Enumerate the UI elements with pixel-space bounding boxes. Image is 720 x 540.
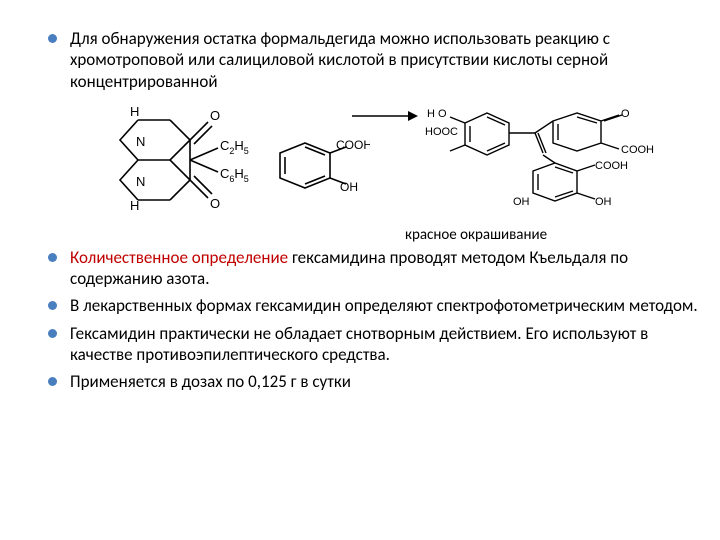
bullet-5: Применяется в дозах по 0,125 г в сутки bbox=[70, 371, 700, 392]
s3-oh2: OH bbox=[595, 196, 612, 208]
s1-c2h5-c: C bbox=[220, 138, 229, 153]
s1-N1: N bbox=[136, 134, 145, 149]
s1-O1: O bbox=[210, 108, 220, 123]
s1-c2h5-s2: 5 bbox=[244, 146, 249, 156]
s1-H1: H bbox=[130, 104, 139, 119]
bullet-1: Для обнаружения остатка формальдегида мо… bbox=[70, 28, 700, 92]
bullet-4: Гексамидин практически не обладает снотв… bbox=[70, 323, 700, 366]
bullet-2-red: Количественное определение bbox=[70, 247, 288, 268]
s3-cooh1: COOH bbox=[621, 144, 654, 156]
bullet-1-text: Для обнаружения остатка формальдегида мо… bbox=[70, 28, 610, 92]
bullet-5-text: Применяется в дозах по 0,125 г в сутки bbox=[70, 371, 351, 392]
s1-N2: N bbox=[136, 174, 145, 189]
reaction-arrow bbox=[350, 106, 420, 126]
bullet-3-text: В лекарственных формах гексамидин опреде… bbox=[70, 295, 698, 316]
svg-text:C2H5: C2H5 bbox=[220, 138, 249, 156]
s3-ho: H O bbox=[427, 108, 447, 120]
chem-caption: красное окрашивание bbox=[405, 226, 547, 244]
s1-O2: O bbox=[210, 196, 220, 211]
bullet-2: Количественное определение гексамидина п… bbox=[70, 247, 700, 290]
s2-oh: OH bbox=[340, 180, 358, 194]
s3-cooh2: COOH bbox=[595, 160, 628, 172]
s3-hooc: HOOC bbox=[425, 126, 458, 138]
structure-3: H O HOOC O COOH COOH OH OH bbox=[425, 93, 685, 233]
s3-oh1: OH bbox=[513, 196, 530, 208]
slide: Для обнаружения остатка формальдегида мо… bbox=[0, 0, 720, 540]
s1-c2h5-h: H bbox=[234, 138, 243, 153]
svg-text:C6H5: C6H5 bbox=[220, 166, 249, 184]
structure-1: H H N N O O C2H5 C6H5 bbox=[100, 98, 260, 218]
bullet-4-text: Гексамидин практически не обладает снотв… bbox=[70, 323, 648, 365]
chemistry-row: H H N N O O C2H5 C6H5 bbox=[70, 98, 700, 243]
s1-c6h5-s2: 5 bbox=[244, 174, 249, 184]
bullet-3: В лекарственных формах гексамидин опреде… bbox=[70, 295, 700, 316]
s1-H2: H bbox=[130, 198, 139, 213]
structure-2: COOH OH bbox=[260, 133, 370, 213]
s3-o: O bbox=[621, 108, 630, 120]
s1-c6h5-c: C bbox=[220, 166, 229, 181]
s1-c6h5-h: H bbox=[234, 166, 243, 181]
s2-cooh: COOH bbox=[336, 138, 370, 152]
